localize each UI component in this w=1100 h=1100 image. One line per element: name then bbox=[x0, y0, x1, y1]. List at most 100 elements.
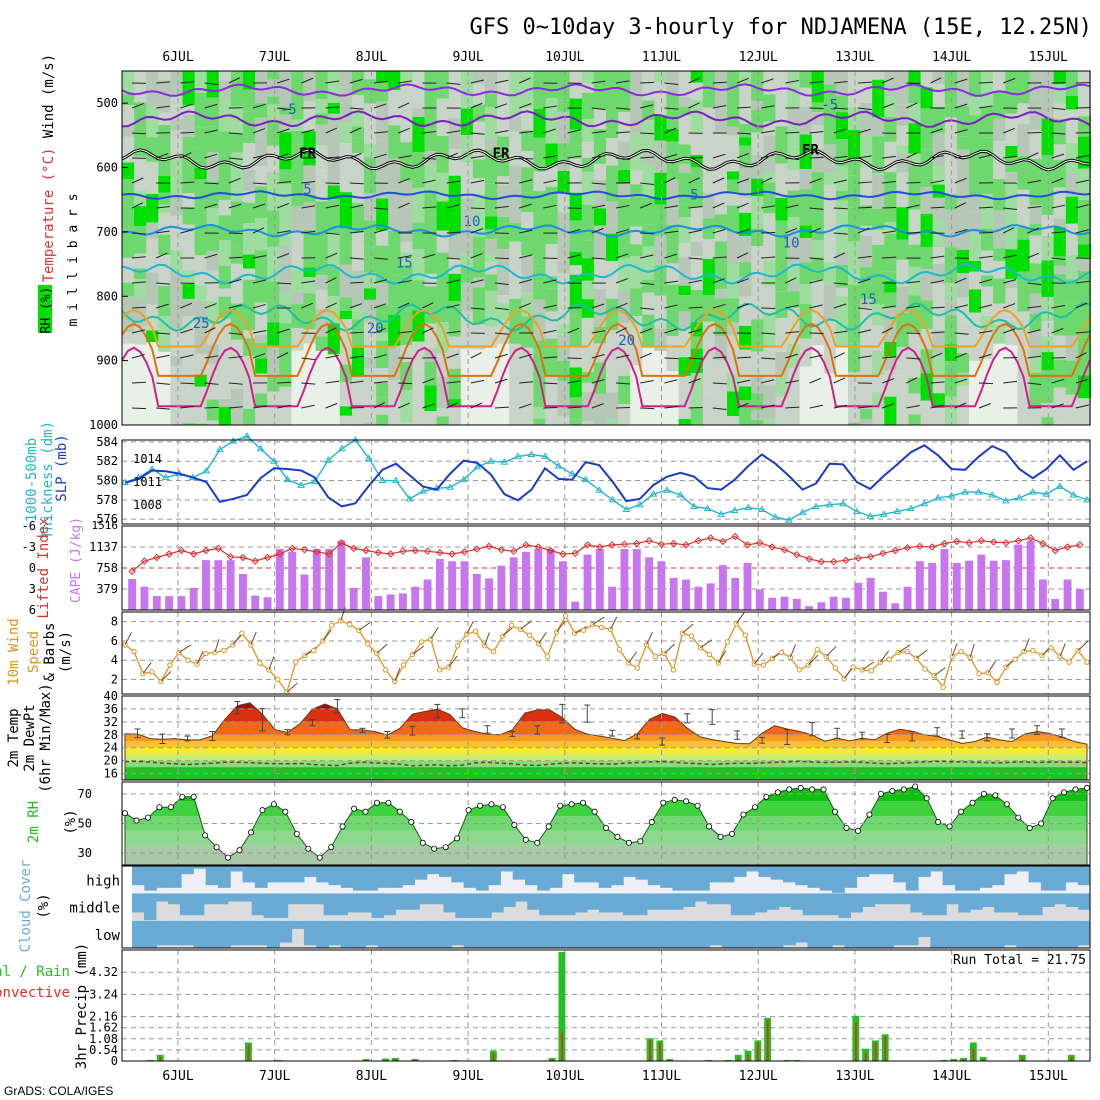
wind-barb bbox=[277, 253, 290, 259]
wind-barb bbox=[987, 660, 997, 674]
wind-barb bbox=[1003, 303, 1016, 309]
rh-shade bbox=[775, 291, 789, 319]
rh-shade bbox=[158, 175, 172, 193]
wind-barb bbox=[833, 252, 846, 259]
rh-shade bbox=[702, 342, 716, 374]
cloud-bar-middle bbox=[982, 893, 995, 907]
rh-marker bbox=[1061, 789, 1068, 796]
wind-barb bbox=[906, 305, 921, 309]
cloud-bar-middle bbox=[910, 893, 923, 913]
cloud-bar-middle bbox=[587, 893, 600, 910]
rh-shade bbox=[243, 202, 257, 224]
rh-shade bbox=[533, 407, 547, 419]
rh-shade bbox=[835, 296, 849, 311]
wind-barb bbox=[228, 332, 243, 335]
rh-shade bbox=[158, 124, 172, 135]
wind-barb bbox=[736, 252, 749, 259]
rh-shade bbox=[739, 308, 753, 326]
rh-shade bbox=[702, 107, 716, 135]
cape-bar bbox=[608, 586, 617, 610]
rh-shade bbox=[690, 82, 704, 100]
li-tick-label: 0 bbox=[29, 561, 36, 575]
rh-shade bbox=[1065, 95, 1079, 110]
rh-shade bbox=[460, 322, 474, 350]
rh-shade bbox=[279, 408, 293, 425]
wind-speed-marker bbox=[760, 662, 767, 668]
wind-barb bbox=[688, 77, 701, 84]
wind-barb bbox=[591, 257, 606, 260]
rh-shade bbox=[569, 265, 583, 275]
isotherm-label: FR bbox=[493, 146, 510, 162]
rh-shade bbox=[400, 83, 414, 108]
cape-bar bbox=[177, 596, 186, 610]
wind-speed-marker bbox=[598, 624, 605, 631]
li-marker bbox=[669, 539, 678, 548]
rh-marker bbox=[167, 804, 174, 811]
cloud-bar-low bbox=[181, 920, 194, 946]
wind-speed-marker bbox=[670, 667, 677, 673]
isotherm-line bbox=[121, 263, 1091, 285]
rh-shade bbox=[872, 271, 886, 293]
rh-shade bbox=[690, 373, 704, 408]
cloud-bar-low bbox=[660, 920, 673, 948]
rh-shade bbox=[1005, 71, 1019, 81]
cape-bar bbox=[645, 557, 654, 610]
rh-shade bbox=[823, 238, 837, 262]
rh-shade bbox=[581, 240, 595, 259]
wind-barb bbox=[857, 107, 872, 111]
thickness-marker bbox=[446, 483, 455, 490]
rh-shade bbox=[775, 410, 789, 420]
cloud-bar-high bbox=[500, 866, 514, 872]
rh-marker bbox=[236, 847, 243, 854]
rh-shade bbox=[509, 279, 523, 300]
panel-frame bbox=[121, 781, 1091, 866]
cloud-bar-low bbox=[439, 920, 452, 948]
rh-shade bbox=[339, 310, 353, 320]
rh-shade bbox=[823, 407, 837, 425]
rh-shade bbox=[1065, 279, 1079, 303]
precip-total-bar bbox=[940, 1059, 948, 1061]
li-marker bbox=[226, 553, 235, 561]
rh-shade bbox=[811, 102, 825, 113]
thickness-marker bbox=[1028, 488, 1037, 495]
thickness-marker bbox=[324, 456, 333, 463]
li-marker bbox=[657, 540, 666, 548]
rh-shade bbox=[799, 388, 813, 405]
rh-marker bbox=[683, 798, 690, 805]
li-marker bbox=[411, 546, 419, 555]
rh-shade bbox=[775, 71, 789, 99]
wind-barb bbox=[785, 406, 800, 409]
rh-shade bbox=[642, 347, 656, 385]
rh-shade bbox=[182, 342, 196, 356]
rh-shade bbox=[267, 345, 281, 377]
wind-barb bbox=[591, 182, 606, 185]
wind-barb bbox=[1027, 282, 1042, 286]
rh-marker bbox=[706, 823, 713, 830]
rh-shade bbox=[158, 204, 172, 213]
rh-shade bbox=[581, 421, 595, 425]
wind-barb bbox=[906, 357, 921, 360]
wind-barb bbox=[785, 353, 798, 359]
rh-shade bbox=[1065, 196, 1079, 224]
rh-marker bbox=[225, 854, 232, 861]
rh-shade bbox=[497, 295, 511, 304]
wind-barb bbox=[930, 381, 945, 384]
rh-shade bbox=[1041, 321, 1055, 337]
wind-barb bbox=[591, 403, 604, 409]
wind-barb bbox=[712, 228, 726, 234]
rh-shade bbox=[485, 107, 499, 139]
cloud-bar-high bbox=[402, 866, 415, 886]
rh-shade bbox=[666, 390, 680, 407]
wind-barb bbox=[615, 80, 630, 84]
wind-barb bbox=[857, 128, 871, 134]
cloud-bar-middle bbox=[611, 893, 624, 913]
cloud-bar-low bbox=[586, 920, 600, 948]
li-tick-label: -3 bbox=[22, 540, 36, 554]
cape-bar bbox=[226, 560, 235, 610]
wind-barb bbox=[930, 179, 945, 184]
rh-shade bbox=[230, 263, 244, 280]
wind-barb bbox=[833, 377, 846, 384]
rh-shade bbox=[606, 365, 620, 383]
rh-shade bbox=[424, 71, 438, 95]
cloud-bar-high bbox=[918, 866, 931, 877]
